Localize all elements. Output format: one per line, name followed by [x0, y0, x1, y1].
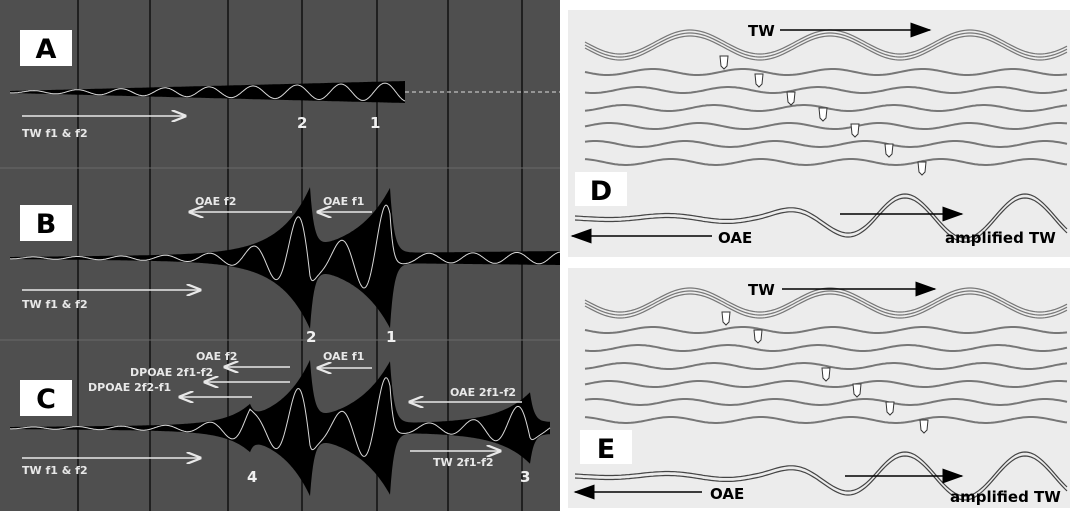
panel-label: E — [597, 434, 615, 465]
label: amplified TW — [945, 229, 1056, 247]
annotation: OAE f2 — [196, 350, 237, 363]
annotation: 4 — [247, 468, 257, 486]
label: OAE — [718, 229, 752, 247]
annotation: 1 — [386, 328, 396, 346]
label: TW — [748, 281, 775, 299]
annotation: TW f1 & f2 — [22, 127, 88, 140]
panel-label: A — [36, 34, 57, 65]
annotation: 1 — [370, 114, 380, 132]
right-panels: TW D OAE amplified TW TW E OAE amplified… — [568, 10, 1070, 508]
annotation: TW 2f1-f2 — [433, 456, 494, 469]
annotation: 2 — [306, 328, 316, 346]
label: TW — [748, 22, 775, 40]
panel-background — [568, 268, 1070, 508]
panel-label: D — [590, 176, 612, 207]
annotation: OAE f1 — [323, 195, 364, 208]
annotation: 3 — [520, 468, 530, 486]
left-panel: A TW f1 & f2 2 1 B OAE f2 OAE f1 TW f1 &… — [0, 0, 560, 511]
annotation: TW f1 & f2 — [22, 298, 88, 311]
label: OAE — [710, 485, 744, 503]
annotation: 2 — [297, 114, 307, 132]
annotation: OAE f1 — [323, 350, 364, 363]
panel-label: C — [36, 384, 56, 415]
annotation: DPOAE 2f2-f1 — [88, 381, 171, 394]
figure: A TW f1 & f2 2 1 B OAE f2 OAE f1 TW f1 &… — [0, 0, 1076, 511]
annotation: DPOAE 2f1-f2 — [130, 366, 213, 379]
label: amplified TW — [950, 488, 1061, 506]
annotation: TW f1 & f2 — [22, 464, 88, 477]
annotation: OAE 2f1-f2 — [450, 386, 516, 399]
annotation: OAE f2 — [195, 195, 236, 208]
panel-label: B — [36, 209, 57, 240]
